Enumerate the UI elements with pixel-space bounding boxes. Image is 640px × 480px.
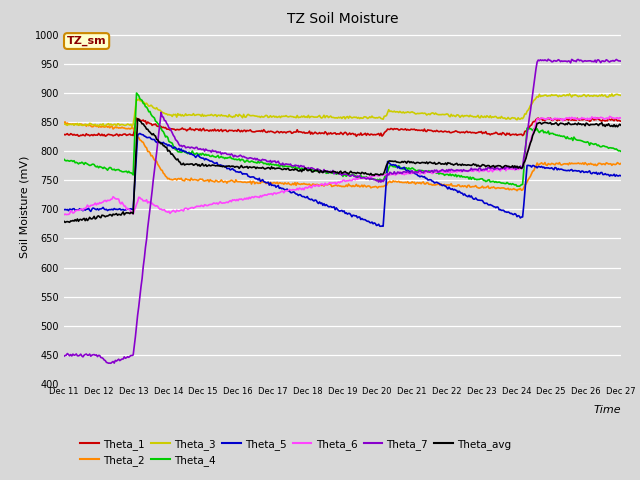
Text: Time: Time xyxy=(593,405,621,415)
Y-axis label: Soil Moisture (mV): Soil Moisture (mV) xyxy=(19,155,29,258)
Text: TZ_sm: TZ_sm xyxy=(67,36,106,46)
Legend: Theta_1, Theta_2, Theta_3, Theta_4, Theta_5, Theta_6, Theta_7, Theta_avg: Theta_1, Theta_2, Theta_3, Theta_4, Thet… xyxy=(81,439,511,466)
Title: TZ Soil Moisture: TZ Soil Moisture xyxy=(287,12,398,26)
